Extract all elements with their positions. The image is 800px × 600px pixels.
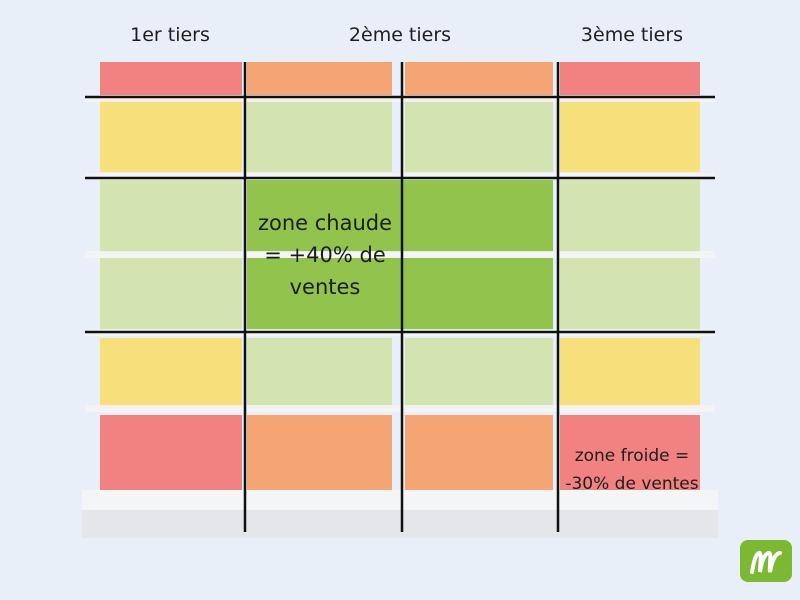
shelf-cell: [247, 415, 392, 490]
shelf-cell: [560, 415, 700, 490]
shelf-cell: [405, 62, 553, 97]
shelf-cell: [100, 338, 242, 408]
shelf-cell: [405, 100, 553, 172]
shelf-cell: [560, 100, 700, 172]
shelf-cell: [397, 258, 553, 330]
shelf-cell: [560, 338, 700, 408]
shelf-cell: [560, 258, 700, 330]
shelf-cell: [560, 180, 700, 252]
shelf-edge: [85, 95, 715, 102]
shelf-cell: [100, 415, 242, 490]
logo-badge: [740, 540, 792, 582]
shelf-cell: [100, 62, 242, 97]
shelf-cell: [397, 180, 553, 252]
logo-mark: [750, 550, 782, 574]
shelf-cell: [405, 338, 553, 408]
shelf-cell: [100, 180, 242, 252]
column-header: 3ème tiers: [580, 24, 684, 46]
shelf-edge: [85, 251, 715, 258]
shelf-cell: [100, 100, 242, 172]
shelf-cell: [247, 62, 392, 97]
cold-zone-label: zone froide = -30% de ventes: [565, 446, 699, 494]
column-header: 2ème tiers: [348, 24, 452, 46]
logo: [740, 540, 792, 582]
shelf-cell: [247, 180, 400, 252]
column-header: 1er tiers: [130, 24, 210, 46]
shelf-base-bottom: [82, 510, 718, 538]
shelf-cell: [100, 258, 242, 330]
grid-lines: [85, 62, 715, 532]
shelf-cell: [405, 415, 553, 490]
shelf-cell: [247, 338, 392, 408]
hot-zone-label: zone chaude = +40% de ventes: [257, 211, 393, 299]
shelf-cell: [560, 62, 700, 97]
shelf-cell: [247, 258, 400, 330]
shelf-edge: [85, 173, 715, 180]
shelf-edge: [85, 405, 715, 412]
shelf-cell: [247, 100, 392, 172]
